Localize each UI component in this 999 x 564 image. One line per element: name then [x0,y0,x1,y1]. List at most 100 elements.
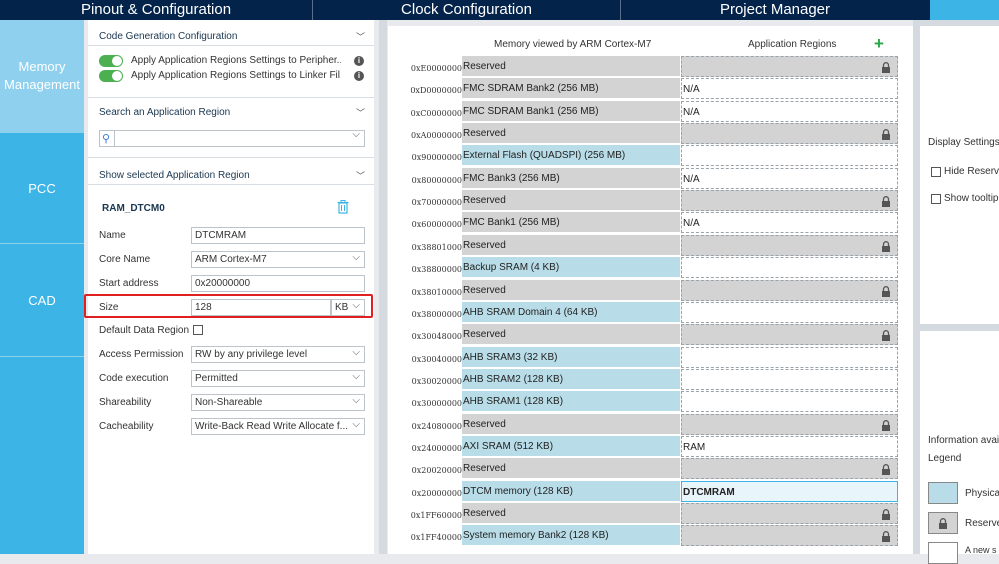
application-region-cell[interactable] [681,414,898,435]
splitter[interactable] [379,20,387,554]
memory-region-cell[interactable]: DTCM memory (128 KB) [462,481,680,502]
trash-icon[interactable] [337,200,349,214]
show-tooltip-checkbox[interactable] [931,194,941,204]
tab-pinout-configuration[interactable]: Pinout & Configuration [80,1,232,18]
application-region-cell[interactable] [681,324,898,345]
legend-new-swatch [928,542,958,564]
memory-region-cell[interactable]: FMC SDRAM Bank1 (256 MB) [462,101,680,122]
memory-region-cell[interactable]: AHB SRAM3 (32 KB) [462,347,680,368]
code-execution-select[interactable]: Permitted [191,370,365,387]
category-sidebar: Memory Management PCC CAD [0,20,84,554]
search-icon: ⚲ [102,133,111,145]
application-region-cell[interactable] [681,391,898,412]
memory-region-cell[interactable]: AHB SRAM1 (128 KB) [462,391,680,412]
application-region-cell[interactable] [681,145,898,166]
application-region-cell[interactable] [681,235,898,256]
default-data-region-checkbox[interactable] [193,325,203,335]
memory-address-label: 0x1FF60000 [410,511,462,520]
add-region-icon[interactable]: + [874,34,884,53]
memory-region-cell[interactable]: FMC Bank3 (256 MB) [462,168,680,189]
lock-icon [882,531,890,542]
hide-reserved-checkbox[interactable] [931,167,941,177]
memory-region-cell[interactable]: Reserved [462,458,680,479]
legend-reserved-swatch [928,512,958,534]
memory-region-cell[interactable]: Reserved [462,280,680,301]
core-name-select[interactable]: ARM Cortex-M7 [191,251,365,268]
memory-region-cell[interactable]: AHB SRAM2 (128 KB) [462,369,680,390]
tab-tools[interactable] [930,0,999,20]
application-region-label: N/A [683,218,700,229]
apply-peripherals-toggle[interactable] [99,55,123,67]
search-input[interactable] [114,129,364,146]
memory-address-label: 0x38801000 [411,243,462,252]
application-region-cell[interactable] [681,190,898,211]
application-region-cell[interactable]: RAM [681,436,898,457]
chevron-down-icon[interactable]: ﹀ [355,171,365,181]
size-unit-select[interactable]: KB [331,299,365,316]
apply-linker-toggle[interactable] [99,70,123,82]
memory-region-cell[interactable]: System memory Bank2 (128 KB) [462,525,680,546]
memory-region-cell[interactable]: Reserved [462,503,680,524]
tab-clock-configuration[interactable]: Clock Configuration [401,1,532,18]
memory-region-cell[interactable]: FMC Bank1 (256 MB) [462,212,680,233]
info-icon[interactable]: i [354,56,364,66]
region-search-combobox[interactable]: ⚲ [99,129,365,147]
memory-view-header: Memory viewed by ARM Cortex-M7 [494,39,652,50]
application-region-cell[interactable]: N/A [681,212,898,233]
memory-region-cell[interactable]: Reserved [462,235,680,256]
memory-region-cell[interactable]: Reserved [462,56,680,77]
application-region-cell[interactable] [681,257,898,278]
application-region-label: RAM [683,442,706,453]
memory-region-cell[interactable]: Reserved [462,414,680,435]
application-region-cell[interactable]: N/A [681,101,898,122]
application-region-cell[interactable]: DTCMRAM [681,481,898,502]
show-region-title: Show selected Application Region [99,170,250,181]
application-region-cell[interactable] [681,347,898,368]
apply-peripherals-label: Apply Application Regions Settings to Pe… [131,55,341,66]
show-region-header[interactable]: Show selected Application Region ﹀ [99,170,365,181]
lock-icon [939,518,947,529]
memory-region-cell[interactable]: AXI SRAM (512 KB) [462,436,680,457]
memory-region-cell[interactable]: Backup SRAM (4 KB) [462,257,680,278]
divider [88,157,374,158]
name-field[interactable]: DTCMRAM [191,227,365,244]
application-region-cell[interactable] [681,280,898,301]
memory-region-cell[interactable]: Reserved [462,324,680,345]
application-region-cell[interactable] [681,123,898,144]
cacheability-select[interactable]: Write-Back Read Write Allocate f... [191,418,365,435]
memory-region-cell[interactable]: Reserved [462,190,680,211]
shareability-label: Shareability [99,397,152,408]
access-permission-select[interactable]: RW by any privilege level [191,346,365,363]
sidebar-item-cad[interactable]: CAD [0,244,84,357]
application-region-cell[interactable] [681,503,898,524]
memory-address-label: 0x20000000 [411,489,462,498]
sidebar-item-memory-management[interactable]: Memory Management [0,20,84,133]
memory-region-cell[interactable]: External Flash (QUADSPI) (256 MB) [462,145,680,166]
display-settings-panel: Display Settings Hide Reserve Show toolt… [920,26,999,324]
memory-region-cell[interactable]: FMC SDRAM Bank2 (256 MB) [462,78,680,99]
application-region-cell[interactable] [681,369,898,390]
sidebar-item-pcc[interactable]: PCC [0,133,84,244]
code-generation-header[interactable]: Code Generation Configuration ﹀ [99,31,365,42]
name-label: Name [99,230,126,241]
application-regions-header: Application Regions [748,39,837,50]
search-region-header[interactable]: Search an Application Region ﹀ [99,107,365,118]
chevron-down-icon[interactable]: ﹀ [355,32,365,42]
application-region-cell[interactable] [681,525,898,546]
application-region-cell[interactable]: N/A [681,78,898,99]
tab-project-manager[interactable]: Project Manager [719,1,831,18]
lock-icon [882,420,890,431]
lock-icon [882,241,890,252]
start-address-field[interactable]: 0x20000000 [191,275,365,292]
memory-region-cell[interactable]: AHB SRAM Domain 4 (64 KB) [462,302,680,323]
application-region-label: DTCMRAM [683,487,735,498]
memory-address-label: 0x38800000 [411,265,462,274]
application-region-cell[interactable] [681,458,898,479]
application-region-cell[interactable] [681,56,898,77]
application-region-cell[interactable] [681,302,898,323]
shareability-select[interactable]: Non-Shareable [191,394,365,411]
chevron-down-icon[interactable]: ﹀ [355,108,365,118]
memory-region-cell[interactable]: Reserved [462,123,680,144]
info-icon[interactable]: i [354,71,364,81]
application-region-cell[interactable]: N/A [681,168,898,189]
